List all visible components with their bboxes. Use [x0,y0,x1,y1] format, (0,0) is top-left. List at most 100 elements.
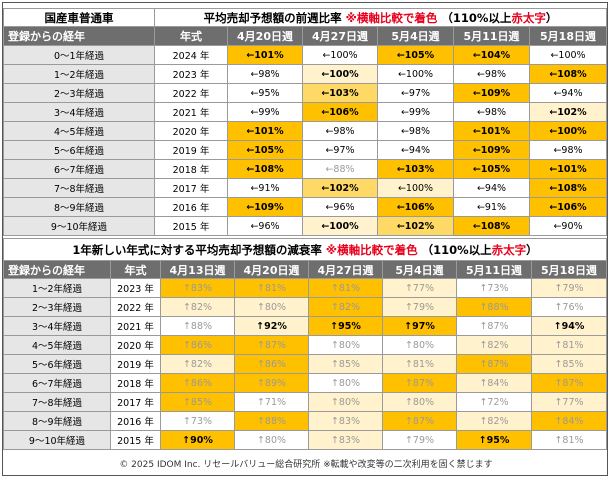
table2-title-paren-close: ） [526,242,538,257]
value-cell: ↑82% [160,297,235,317]
value-cell: ↑73% [160,411,235,431]
row-year-label: 2020 年 [110,335,161,355]
row-year-label: 2018 年 [154,159,228,179]
value-cell: ↑94% [531,316,607,336]
table-row: 8～9年経過 2016 年 ←109% ←96% ←106% ←91% ←106% [3,197,607,217]
value-cell: ↑82% [456,411,532,431]
value-cell: ←94% [529,83,607,103]
value-cell: ←101% [227,45,303,65]
value-cell: ↑83% [308,430,383,450]
table-row: 4～5年経過 2020 年 ←101% ←98% ←98% ←101% ←100% [3,121,607,141]
value-cell: ↑85% [160,392,235,412]
row-year-label: 2019 年 [154,140,228,160]
row-year-label: 2015 年 [110,430,161,450]
value-cell: ←91% [453,197,530,217]
weekly-ratio-table: 国産車普通車 平均売却予想額の前週比率 ※横軸比較で着色 （110%以上赤太字）… [3,8,607,236]
table1-header-year: 年式 [154,26,228,46]
value-cell: ←102% [377,216,454,236]
value-cell: ↑80% [308,392,383,412]
row-year-label: 2024 年 [154,45,228,65]
row-age-label: 3～4年経過 [3,316,111,336]
row-age-label: 8～9年経過 [3,197,155,217]
table2-title: 1年新しい年式に対する平均売却予想額の減衰率 ※横軸比較で着色 （110%以上赤… [3,238,607,261]
table-row: 2～3年経過 2022 年 ↑82% ↑80% ↑82% ↑79% ↑88% ↑76% [3,297,607,317]
table-row: 4～5年経過 2020 年 ↑86% ↑87% ↑80% ↑80% ↑82% ↑81% [3,335,607,355]
value-cell: ←104% [453,45,530,65]
row-age-label: 1～2年経過 [3,64,155,84]
value-cell: ←101% [529,159,607,179]
decay-rate-table: 1年新しい年式に対する平均売却予想額の減衰率 ※横軸比較で着色 （110%以上赤… [3,238,607,450]
row-year-label: 2018 年 [110,373,161,393]
table2-header-year: 年式 [110,260,161,279]
value-cell: ←91% [227,178,303,198]
row-year-label: 2021 年 [110,316,161,336]
table1-title-paren-open: （110%以上 [441,10,512,25]
table-row: 0～1年経過 2024 年 ←101% ←100% ←105% ←104% ←100% [3,45,607,65]
value-cell: ←99% [377,102,454,122]
t2-header-week: 5月11日週 [456,260,532,279]
value-cell: ↑81% [234,278,309,298]
table2-title-main: 1年新しい年式に対する平均売却予想額の減衰率 [72,242,322,257]
row-age-label: 7～8年経過 [3,392,111,412]
value-cell: ←99% [227,102,303,122]
row-year-label: 2022 年 [110,297,161,317]
table1-header-age: 登録からの経年 [3,26,155,46]
value-cell: ↑84% [531,411,607,431]
table1-title-main: 平均売却予想額の前週比率 [203,10,342,25]
value-cell: ↑90% [160,430,235,450]
value-cell: ↑77% [382,278,457,298]
value-cell: ←97% [302,140,378,160]
row-year-label: 2023 年 [154,64,228,84]
value-cell: ←108% [227,159,303,179]
value-cell: ↑87% [234,335,309,355]
value-cell: ↑80% [234,297,309,317]
value-cell: ←94% [377,140,454,160]
value-cell: ←106% [529,197,607,217]
t1-header-week: 5月4日週 [377,26,454,46]
value-cell: ←109% [227,197,303,217]
value-cell: ←105% [377,45,454,65]
table1-title-red: 赤太字 [511,10,546,25]
t2-header-week: 4月27日週 [308,260,383,279]
value-cell: ←108% [529,178,607,198]
value-cell: ←105% [453,159,530,179]
value-cell: ←100% [529,45,607,65]
t2-header-week: 4月20日週 [234,260,309,279]
row-age-label: 6～7年経過 [3,159,155,179]
value-cell: ←96% [302,197,378,217]
row-age-label: 8～9年経過 [3,411,111,431]
table2-header-age: 登録からの経年 [3,260,111,279]
value-cell: ←98% [377,121,454,141]
table1-corner-label: 国産車普通車 [3,8,155,27]
value-cell: ↑81% [531,430,607,450]
table2-title-red: 赤太字 [491,242,527,257]
table-row: 7～8年経過 2017 年 ←91% ←102% ←100% ←94% ←108% [3,178,607,198]
row-age-label: 7～8年経過 [3,178,155,198]
value-cell: ↑81% [531,335,607,355]
value-cell: ←106% [302,102,378,122]
row-age-label: 1～2年経過 [3,278,111,298]
value-cell: ↑92% [234,316,309,336]
table-row: 8～9年経過 2016 年 ↑73% ↑88% ↑83% ↑87% ↑82% ↑84% [3,411,607,431]
value-cell: ↑87% [456,354,532,374]
row-year-label: 2021 年 [154,102,228,122]
row-year-label: 2020 年 [154,121,228,141]
copyright-footer: © 2025 IDOM Inc. リセールバリュー総合研究所 ※転載や改変等の二… [119,460,493,470]
value-cell: ↑72% [456,392,532,412]
value-cell: ↑85% [531,354,607,374]
table2-title-paren-open: （110%以上 [421,242,492,257]
value-cell: ↑80% [234,430,309,450]
value-cell: ↑76% [531,297,607,317]
table-row: 7～8年経過 2017 年 ↑85% ↑71% ↑80% ↑80% ↑72% ↑77% [3,392,607,412]
value-cell: ↑73% [456,278,532,298]
value-cell: ←100% [302,45,378,65]
row-age-label: 9～10年経過 [3,216,155,236]
table-row: 3～4年経過 2021 年 ↑88% ↑92% ↑95% ↑97% ↑87% ↑94% [3,316,607,336]
table-row: 3～4年経過 2021 年 ←99% ←106% ←99% ←98% ←102% [3,102,607,122]
value-cell: ↑80% [308,335,383,355]
value-cell: ←98% [453,64,530,84]
value-cell: ↑89% [234,373,309,393]
value-cell: ←100% [529,121,607,141]
value-cell: ←108% [529,64,607,84]
value-cell: ↑81% [382,354,457,374]
